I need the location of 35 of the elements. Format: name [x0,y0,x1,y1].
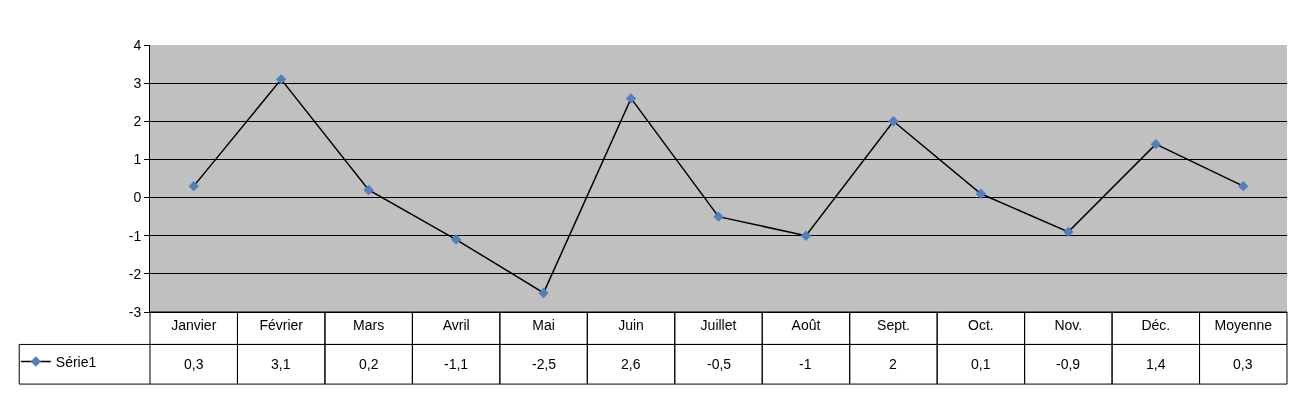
data-label: 3,1 [271,356,291,372]
x-tick-label: Mars [353,316,385,333]
x-tick-label: Moyenne [1214,316,1273,333]
x-tick-label: Janvier [171,316,217,333]
data-label: -1,1 [444,356,469,372]
y-tick-label: 1 [133,151,142,168]
y-tick-label: 0 [133,189,142,206]
y-tick-label: 3 [133,75,142,92]
x-tick-label: Mai [532,316,555,333]
x-tick-label: Juin [618,316,644,333]
data-label: -0,9 [1056,356,1081,372]
data-label: -2,5 [532,356,557,372]
x-tick-label: Sept. [877,316,910,333]
data-label: 1,4 [1146,356,1166,372]
x-tick-label: Déc. [1141,316,1171,333]
x-tick-label: Nov. [1054,316,1083,333]
data-label: 2 [889,356,897,372]
data-label: 0,2 [359,356,379,372]
legend-label: Série1 [55,353,97,370]
y-tick-label: 2 [133,113,142,130]
x-tick-label: Oct. [968,316,994,333]
data-label: 2,6 [621,356,641,372]
x-tick-label: Février [259,316,304,333]
x-tick-label: Août [791,316,821,333]
data-label: 0,1 [971,356,991,372]
y-tick-label: 4 [133,36,142,53]
data-label: -1 [799,356,812,372]
x-tick-label: Avril [442,316,470,333]
data-label: -0,5 [707,356,732,372]
y-tick-label: -3 [128,303,142,320]
x-tick-label: Juillet [700,316,737,333]
y-tick-label: -2 [128,265,142,282]
data-label: 0,3 [184,356,204,372]
data-label: 0,3 [1233,356,1253,372]
y-tick-label: -1 [128,227,142,244]
